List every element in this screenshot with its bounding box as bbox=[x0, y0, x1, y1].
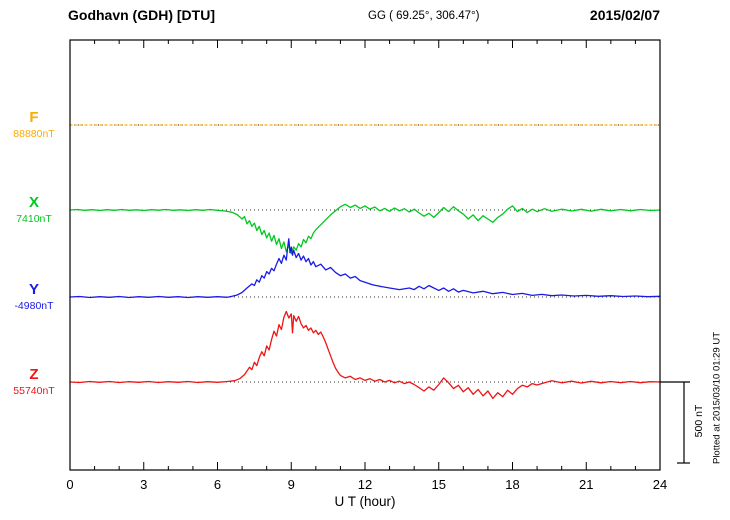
component-label-F: F bbox=[29, 109, 39, 126]
plot-border bbox=[69, 39, 661, 471]
x-tick-label: 12 bbox=[358, 477, 372, 492]
x-tick-label: 21 bbox=[579, 477, 593, 492]
station-title: Godhavn (GDH) [DTU] bbox=[68, 7, 215, 23]
x-tick-label: 15 bbox=[432, 477, 446, 492]
x-tick-label: 3 bbox=[140, 477, 147, 492]
x-tick-label: 9 bbox=[288, 477, 295, 492]
x-tick-label: 18 bbox=[505, 477, 519, 492]
plotted-at-note: Plotted at 2015/03/10 01:29 UT bbox=[711, 331, 723, 465]
x-tick-label: 0 bbox=[66, 477, 73, 492]
series-line-Z bbox=[69, 310, 661, 400]
component-baseline-value-X: 7410nT bbox=[16, 213, 52, 225]
component-baseline-value-F: 88880nT bbox=[13, 128, 55, 140]
geographic-coordinates: GG ( 69.25°, 306.47°) bbox=[368, 10, 480, 22]
component-label-Z: Z bbox=[29, 366, 39, 383]
x-tick-label: 6 bbox=[214, 477, 221, 492]
plot-date: 2015/02/07 bbox=[589, 7, 660, 23]
x-tick-label: 24 bbox=[653, 477, 667, 492]
component-label-Y: Y bbox=[28, 281, 39, 298]
series-line-X bbox=[69, 203, 661, 255]
component-label-X: X bbox=[28, 194, 39, 211]
component-baseline-value-Z: 55740nT bbox=[13, 385, 55, 397]
x-axis-label: U T (hour) bbox=[334, 494, 396, 509]
scale-bar-label: 500 nT bbox=[693, 404, 705, 438]
component-baseline-value-Y: -4980nT bbox=[14, 300, 54, 312]
series-line-Y bbox=[69, 238, 661, 299]
